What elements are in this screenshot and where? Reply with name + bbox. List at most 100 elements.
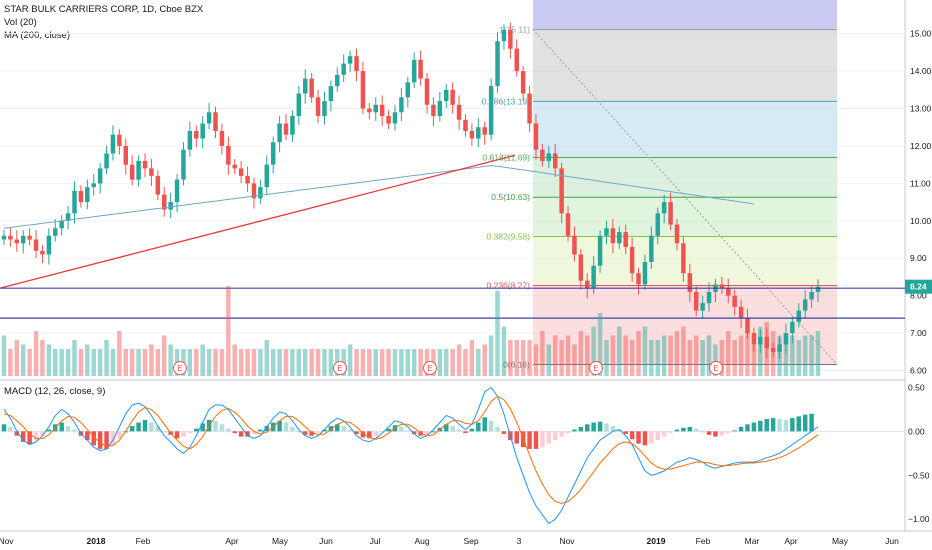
candle-body (251, 183, 257, 199)
volume-bar (264, 340, 270, 376)
candle-body (802, 299, 808, 311)
volume-bar (450, 349, 455, 376)
candle-body (155, 175, 161, 195)
volume-bar (655, 340, 661, 376)
volume-bar (85, 344, 90, 376)
macd-histogram-bar (194, 428, 199, 432)
volume-bar (91, 349, 96, 376)
candle-body (33, 239, 39, 251)
macd-histogram-bar (91, 431, 96, 446)
volume-bar (758, 326, 763, 376)
candle-body (14, 239, 20, 244)
candle-body (238, 168, 244, 176)
fib-level-label: 0.236(8.27) (487, 281, 531, 291)
macd-histogram-bar (315, 431, 321, 434)
candle-body (642, 261, 648, 285)
volume-bar (815, 331, 821, 376)
candle-body (328, 86, 334, 102)
macd-histogram-bar (552, 431, 558, 441)
macd-histogram-bar (213, 420, 218, 432)
volume-bar (629, 340, 635, 376)
candle-body (636, 273, 641, 285)
volume-bar (604, 340, 609, 376)
macd-histogram-bar (136, 422, 141, 432)
candle-body (796, 310, 802, 322)
candle-body (123, 145, 129, 165)
macd-histogram-bar (354, 431, 359, 434)
candle-body (399, 97, 404, 113)
candle-body (296, 93, 302, 117)
candle-body (501, 29, 507, 42)
candle-body (322, 101, 327, 117)
macd-histogram-bar (617, 429, 622, 432)
macd-histogram-bar (264, 426, 270, 432)
candle-body (91, 183, 96, 188)
earnings-marker-label: E (177, 364, 182, 373)
candle-body (693, 291, 699, 311)
volume-bar (681, 326, 686, 376)
candle-body (815, 286, 821, 292)
time-tick-label: Feb (696, 536, 711, 546)
candle-body (533, 123, 539, 150)
volume-bar (232, 344, 237, 376)
candle-body (520, 71, 526, 94)
macd-histogram-bar (322, 429, 327, 432)
candle-body (431, 104, 436, 117)
volume-bar (328, 349, 334, 376)
macd-histogram-bar (20, 431, 26, 442)
macd-histogram-bar (655, 431, 661, 441)
candle-body (726, 288, 731, 296)
candle-body (335, 74, 340, 87)
macd-histogram-bar (469, 428, 475, 432)
candle-body (661, 202, 667, 214)
macd-histogram-bar (585, 424, 590, 432)
volume-bar (149, 344, 154, 376)
macd-histogram-bar (85, 431, 90, 441)
macd-histogram-bar (187, 431, 193, 434)
macd-histogram-bar (245, 431, 250, 437)
macd-histogram-bar (649, 431, 654, 444)
volume-bar (552, 335, 558, 376)
candle-body (78, 190, 84, 203)
volume-bar (309, 349, 314, 376)
macd-histogram-bar (623, 431, 628, 434)
volume-bar (719, 340, 725, 376)
macd-histogram-bar (770, 418, 776, 432)
candle-body (450, 89, 455, 105)
volume-bar (14, 340, 20, 376)
volume-bar (578, 331, 584, 376)
volume-bar (476, 349, 481, 376)
macd-histogram-bar (129, 426, 135, 432)
candle-body (559, 168, 564, 214)
volume-bar (693, 335, 699, 376)
volume-bar (674, 331, 680, 376)
macd-histogram-bar (309, 431, 314, 436)
ma-legend: MA (200, close) (4, 30, 70, 41)
candle-body (290, 116, 295, 135)
candle-body (129, 164, 135, 180)
macd-histogram-bar (726, 431, 731, 434)
fib-zone (533, 197, 837, 237)
macd-histogram-bar (751, 422, 757, 432)
macd-histogram-bar (1, 424, 7, 432)
volume-bar (533, 344, 539, 376)
candle-body (488, 86, 494, 135)
volume-bar (790, 335, 795, 376)
volume-bar (700, 340, 705, 376)
candle-body (764, 336, 769, 349)
time-tick-label: Jul (370, 536, 381, 546)
macd-histogram-bar (104, 431, 109, 449)
macd-tick-label: 0.50 (908, 382, 925, 392)
candle-body (136, 160, 141, 180)
macd-histogram-bar (424, 431, 430, 435)
candle-body (386, 116, 391, 124)
macd-histogram-bar (258, 429, 263, 432)
candle-body (681, 243, 686, 274)
price-tick-label: 11.00 (910, 178, 931, 188)
candle-body (354, 56, 359, 72)
candle-body (777, 344, 782, 352)
volume-bar (347, 344, 353, 376)
volume-bar (617, 326, 622, 376)
candle-body (258, 187, 263, 199)
